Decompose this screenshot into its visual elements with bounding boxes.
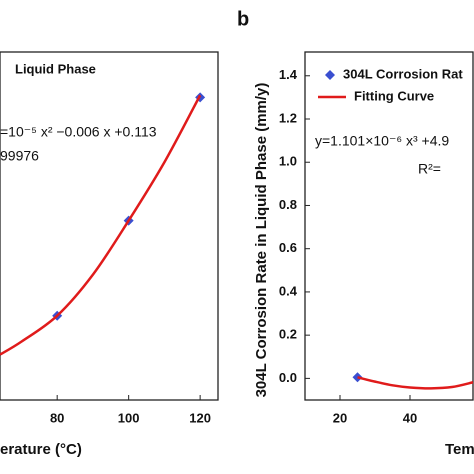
x-tick-label: 80 [50,410,64,425]
legend-label: 304L Corrosion Rat [343,66,463,81]
y-axis-label: 304L Corrosion Rate in Liquid Phase (mm/… [253,83,270,398]
panel-label: b [237,8,249,30]
x-tick-label: 120 [189,410,211,425]
y-tick-label: 0.0 [279,370,297,385]
x-axis-label: Tem [445,441,474,458]
y-tick-label: 1.2 [279,110,297,125]
plot-frame [304,51,474,401]
y-tick-label: 0.6 [279,240,297,255]
equation: R²= [418,161,441,177]
fit-curve [357,376,474,390]
x-tick-label: 40 [403,410,417,425]
legend-marker [325,70,335,80]
y-tick-label: 0.8 [279,197,297,212]
fit-curve [0,94,202,356]
legend-label: Fitting Curve [354,88,434,103]
x-tick-label: 100 [118,410,140,425]
y-tick-label: 0.4 [279,283,298,298]
y-tick-label: 1.4 [279,67,298,82]
equation: 99976 [0,148,39,164]
y-tick-label: 0.2 [279,327,297,342]
x-axis-label: erature (°C) [0,441,82,458]
x-tick-label: 20 [333,410,347,425]
plot-frame [0,51,219,401]
y-tick-label: 1.0 [279,154,297,169]
legend-label: Liquid Phase [15,61,96,76]
equation: =10⁻⁵ x² −0.006 x +0.113 [0,124,157,140]
equation: y=1.101×10⁻⁶ x³ +4.9 [315,133,449,149]
